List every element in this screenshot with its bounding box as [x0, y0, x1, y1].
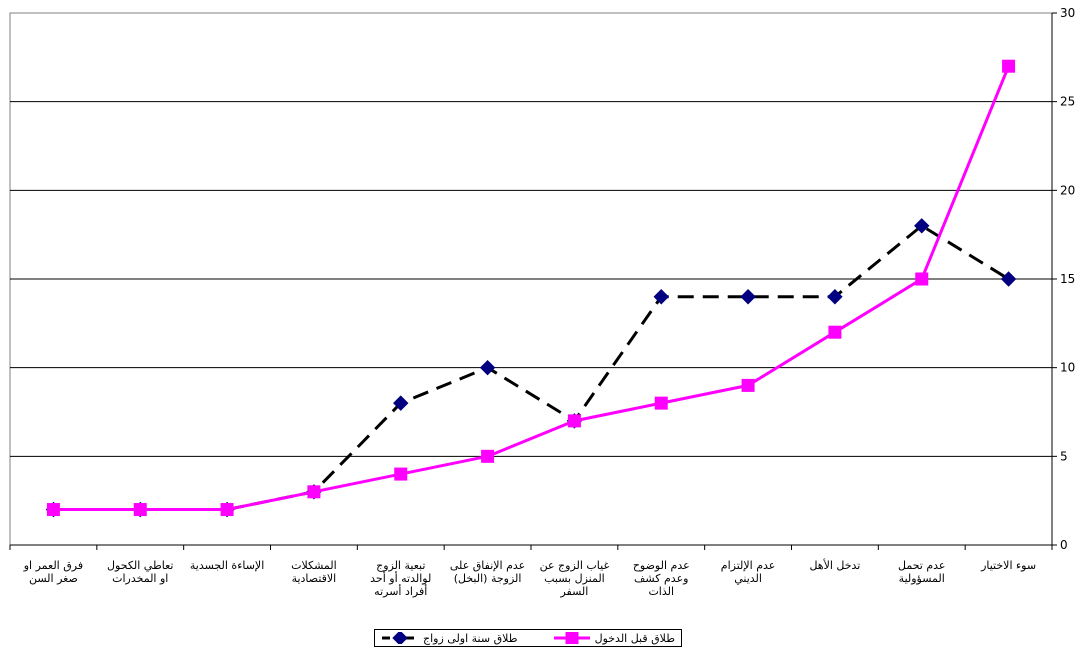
chart-legend: طلاق سنة اولى زواج طلاق قبل الدخول — [374, 629, 682, 647]
data-point-series-2 — [1002, 59, 1016, 73]
legend-item-series-2: طلاق قبل الدخول — [553, 631, 675, 645]
x-tick-label: سوء الاختيار — [980, 559, 1036, 572]
data-point-series-2 — [307, 485, 321, 499]
data-point-series-1 — [393, 395, 409, 411]
x-tick-label: عدم الوضوح وعدم كشف الذات — [633, 559, 690, 598]
x-tick-label: المشكلات الاقتصادية — [291, 559, 337, 585]
legend-swatch-series-2 — [553, 631, 591, 645]
legend-marker — [565, 631, 579, 645]
data-point-series-1 — [914, 218, 930, 234]
y-tick-label: 10 — [1060, 361, 1075, 375]
x-tick-label: عدم تحمل المسؤولية — [898, 559, 946, 585]
x-tick-label: فرق العمر او صغر السن — [23, 559, 83, 585]
data-point-series-2 — [567, 414, 581, 428]
data-point-series-1 — [1000, 271, 1017, 287]
x-tick-label: عدم الإنفاق على الزوجة (البخل) — [450, 559, 525, 585]
data-point-series-2 — [654, 396, 668, 410]
data-point-series-2 — [915, 272, 929, 286]
x-tick-label: تبعية الزوج لوالدته أو أحد أفراد أسرته — [370, 559, 431, 598]
data-point-series-1 — [479, 359, 496, 376]
y-tick-label: 0 — [1060, 538, 1068, 552]
x-tick-label: تعاطي الكحول او المخدرات — [107, 559, 173, 585]
legend-label-series-1: طلاق سنة اولى زواج — [423, 631, 518, 645]
y-tick-label: 20 — [1060, 183, 1075, 197]
series-2 — [46, 59, 1016, 517]
y-tick-label: 15 — [1060, 272, 1075, 286]
data-point-series-2 — [481, 449, 495, 463]
y-tick-label: 25 — [1060, 95, 1075, 109]
y-tick-label: 5 — [1060, 449, 1068, 463]
x-tick-label: تدخل الأهل — [809, 558, 860, 572]
data-point-series-1 — [653, 289, 669, 305]
data-point-series-2 — [828, 325, 842, 339]
data-point-series-2 — [741, 378, 755, 392]
legend-item-series-1: طلاق سنة اولى زواج — [381, 630, 518, 646]
data-point-series-2 — [394, 467, 408, 481]
x-tick-label: عدم الإلتزام الديني — [721, 559, 776, 585]
data-point-series-2 — [220, 503, 234, 517]
legend-swatch-series-1 — [381, 630, 419, 646]
x-tick-label: الإساءة الجسدية — [190, 559, 264, 572]
data-point-series-1 — [827, 289, 843, 305]
data-point-series-1 — [740, 289, 756, 305]
series-line-2 — [53, 65, 1010, 512]
legend-marker — [392, 630, 408, 646]
data-point-series-2 — [46, 503, 60, 517]
y-tick-label: 30 — [1060, 6, 1075, 20]
legend-label-series-2: طلاق قبل الدخول — [594, 631, 675, 645]
x-tick-label: غياب الزوج عن المنزل بسبب السفر — [540, 559, 610, 598]
data-point-series-2 — [133, 503, 147, 517]
